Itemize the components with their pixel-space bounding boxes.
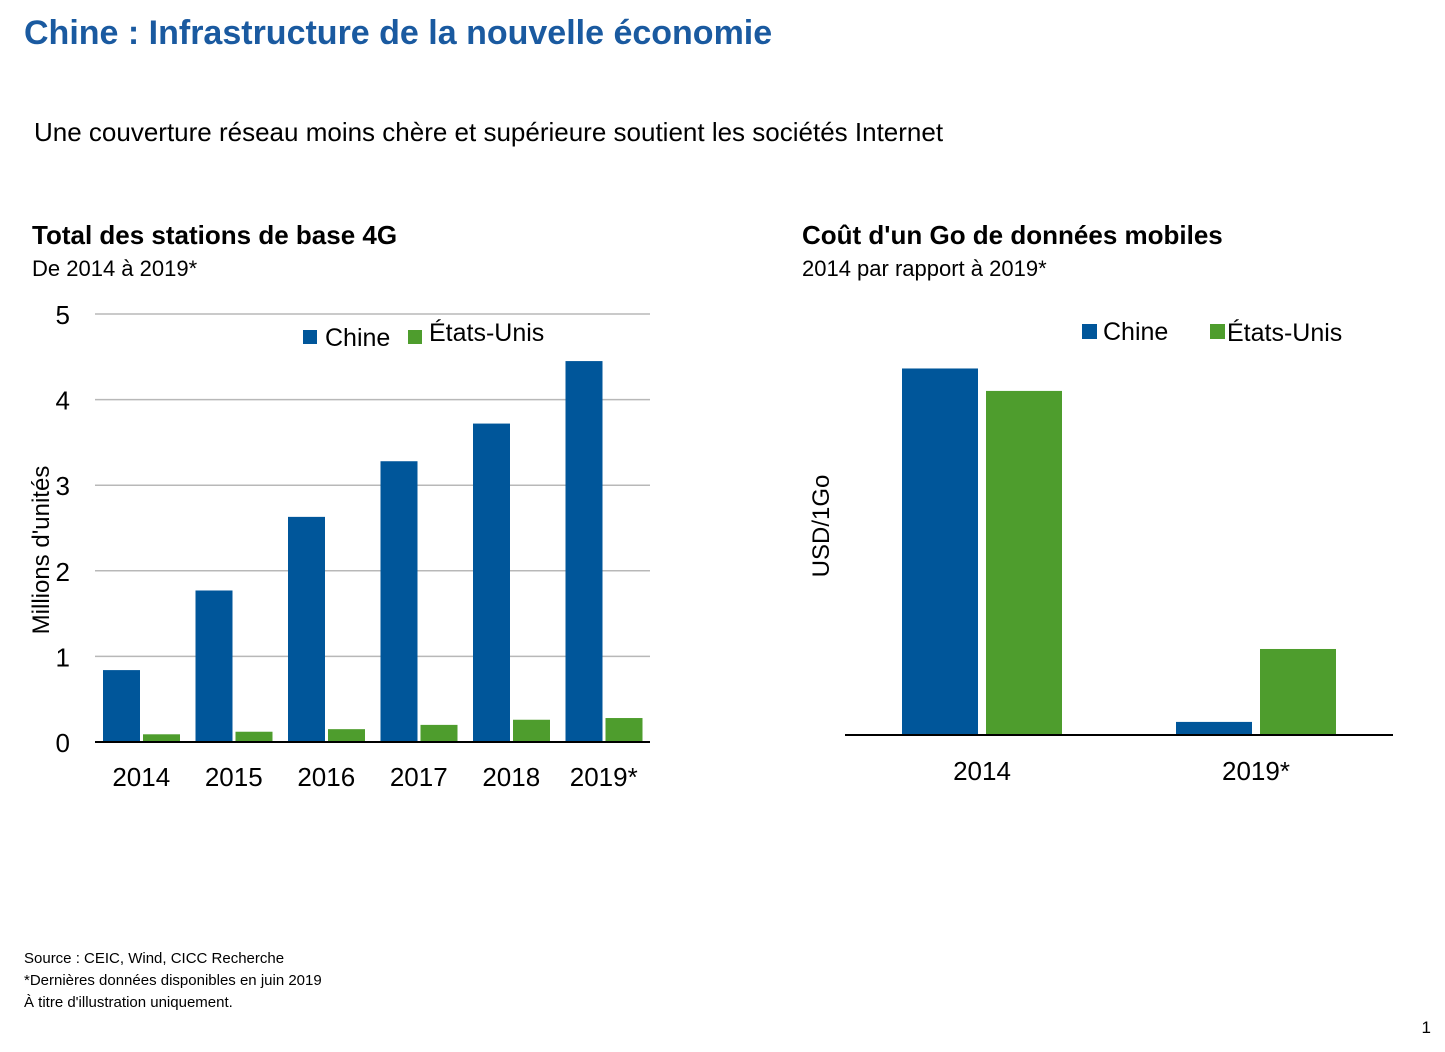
legend-swatch-china [1082, 324, 1097, 339]
x-tick-label: 2019* [1222, 756, 1290, 786]
x-tick-label: 2017 [390, 762, 448, 792]
legend-label-china: Chine [1103, 318, 1168, 346]
y-tick-label: 3 [56, 471, 70, 501]
bar-usa [986, 390, 1062, 735]
y-tick-label: 1 [56, 642, 70, 672]
legend-label-usa: États-Unis [429, 318, 544, 347]
bar-usa [328, 729, 365, 742]
x-tick-label: 2019* [570, 762, 638, 792]
bar-china [380, 461, 418, 742]
bar-china [902, 368, 978, 735]
legend-swatch-usa [408, 330, 422, 344]
chart2-subtitle: 2014 par rapport à 2019* [802, 256, 1047, 281]
bar-china [565, 361, 603, 742]
bar-china [473, 423, 510, 742]
legend-label-china: Chine [325, 324, 390, 352]
page-subtitle: Une couverture réseau moins chère et sup… [34, 117, 944, 147]
chart1-subtitle: De 2014 à 2019* [32, 256, 198, 281]
x-tick-label: 2015 [205, 762, 263, 792]
bar-china [288, 516, 325, 742]
source-note: Source : CEIC, Wind, CICC Recherche [24, 950, 285, 967]
legend-swatch-china [303, 330, 317, 344]
y-tick-label: 0 [56, 728, 70, 758]
y-tick-label: 2 [56, 557, 70, 587]
bar-china [195, 590, 233, 742]
chart1-title: Total des stations de base 4G [32, 220, 398, 250]
bar-china [1176, 721, 1252, 735]
legend-label-usa: États-Unis [1227, 318, 1342, 347]
chart2-title: Coût d'un Go de données mobiles [802, 220, 1223, 250]
x-tick-label: 2018 [482, 762, 540, 792]
bar-usa [420, 724, 458, 742]
y-tick-label: 4 [56, 386, 70, 416]
disclaimer-note: À titre d'illustration uniquement. [24, 994, 233, 1011]
y-axis-label: Millions d'unités [28, 466, 55, 635]
page-number: 1 [1421, 1018, 1431, 1037]
x-tick-label: 2014 [112, 762, 170, 792]
legend-swatch-usa [1210, 324, 1225, 339]
bar-usa [605, 718, 643, 742]
bar-china [103, 670, 140, 742]
y-tick-label: 5 [56, 300, 70, 330]
bar-usa [1260, 648, 1336, 735]
x-tick-label: 2016 [297, 762, 355, 792]
bar-usa [513, 719, 550, 742]
y-axis-label: USD/1Go [808, 475, 835, 578]
bar-usa [143, 734, 180, 742]
bar-usa [235, 731, 273, 742]
footnotes: Source : CEIC, Wind, CICC Recherche *Der… [24, 948, 322, 1014]
page-title: Chine : Infrastructure de la nouvelle éc… [24, 14, 773, 52]
x-tick-label: 2014 [953, 756, 1011, 786]
data-note: *Dernières données disponibles en juin 2… [24, 972, 322, 989]
